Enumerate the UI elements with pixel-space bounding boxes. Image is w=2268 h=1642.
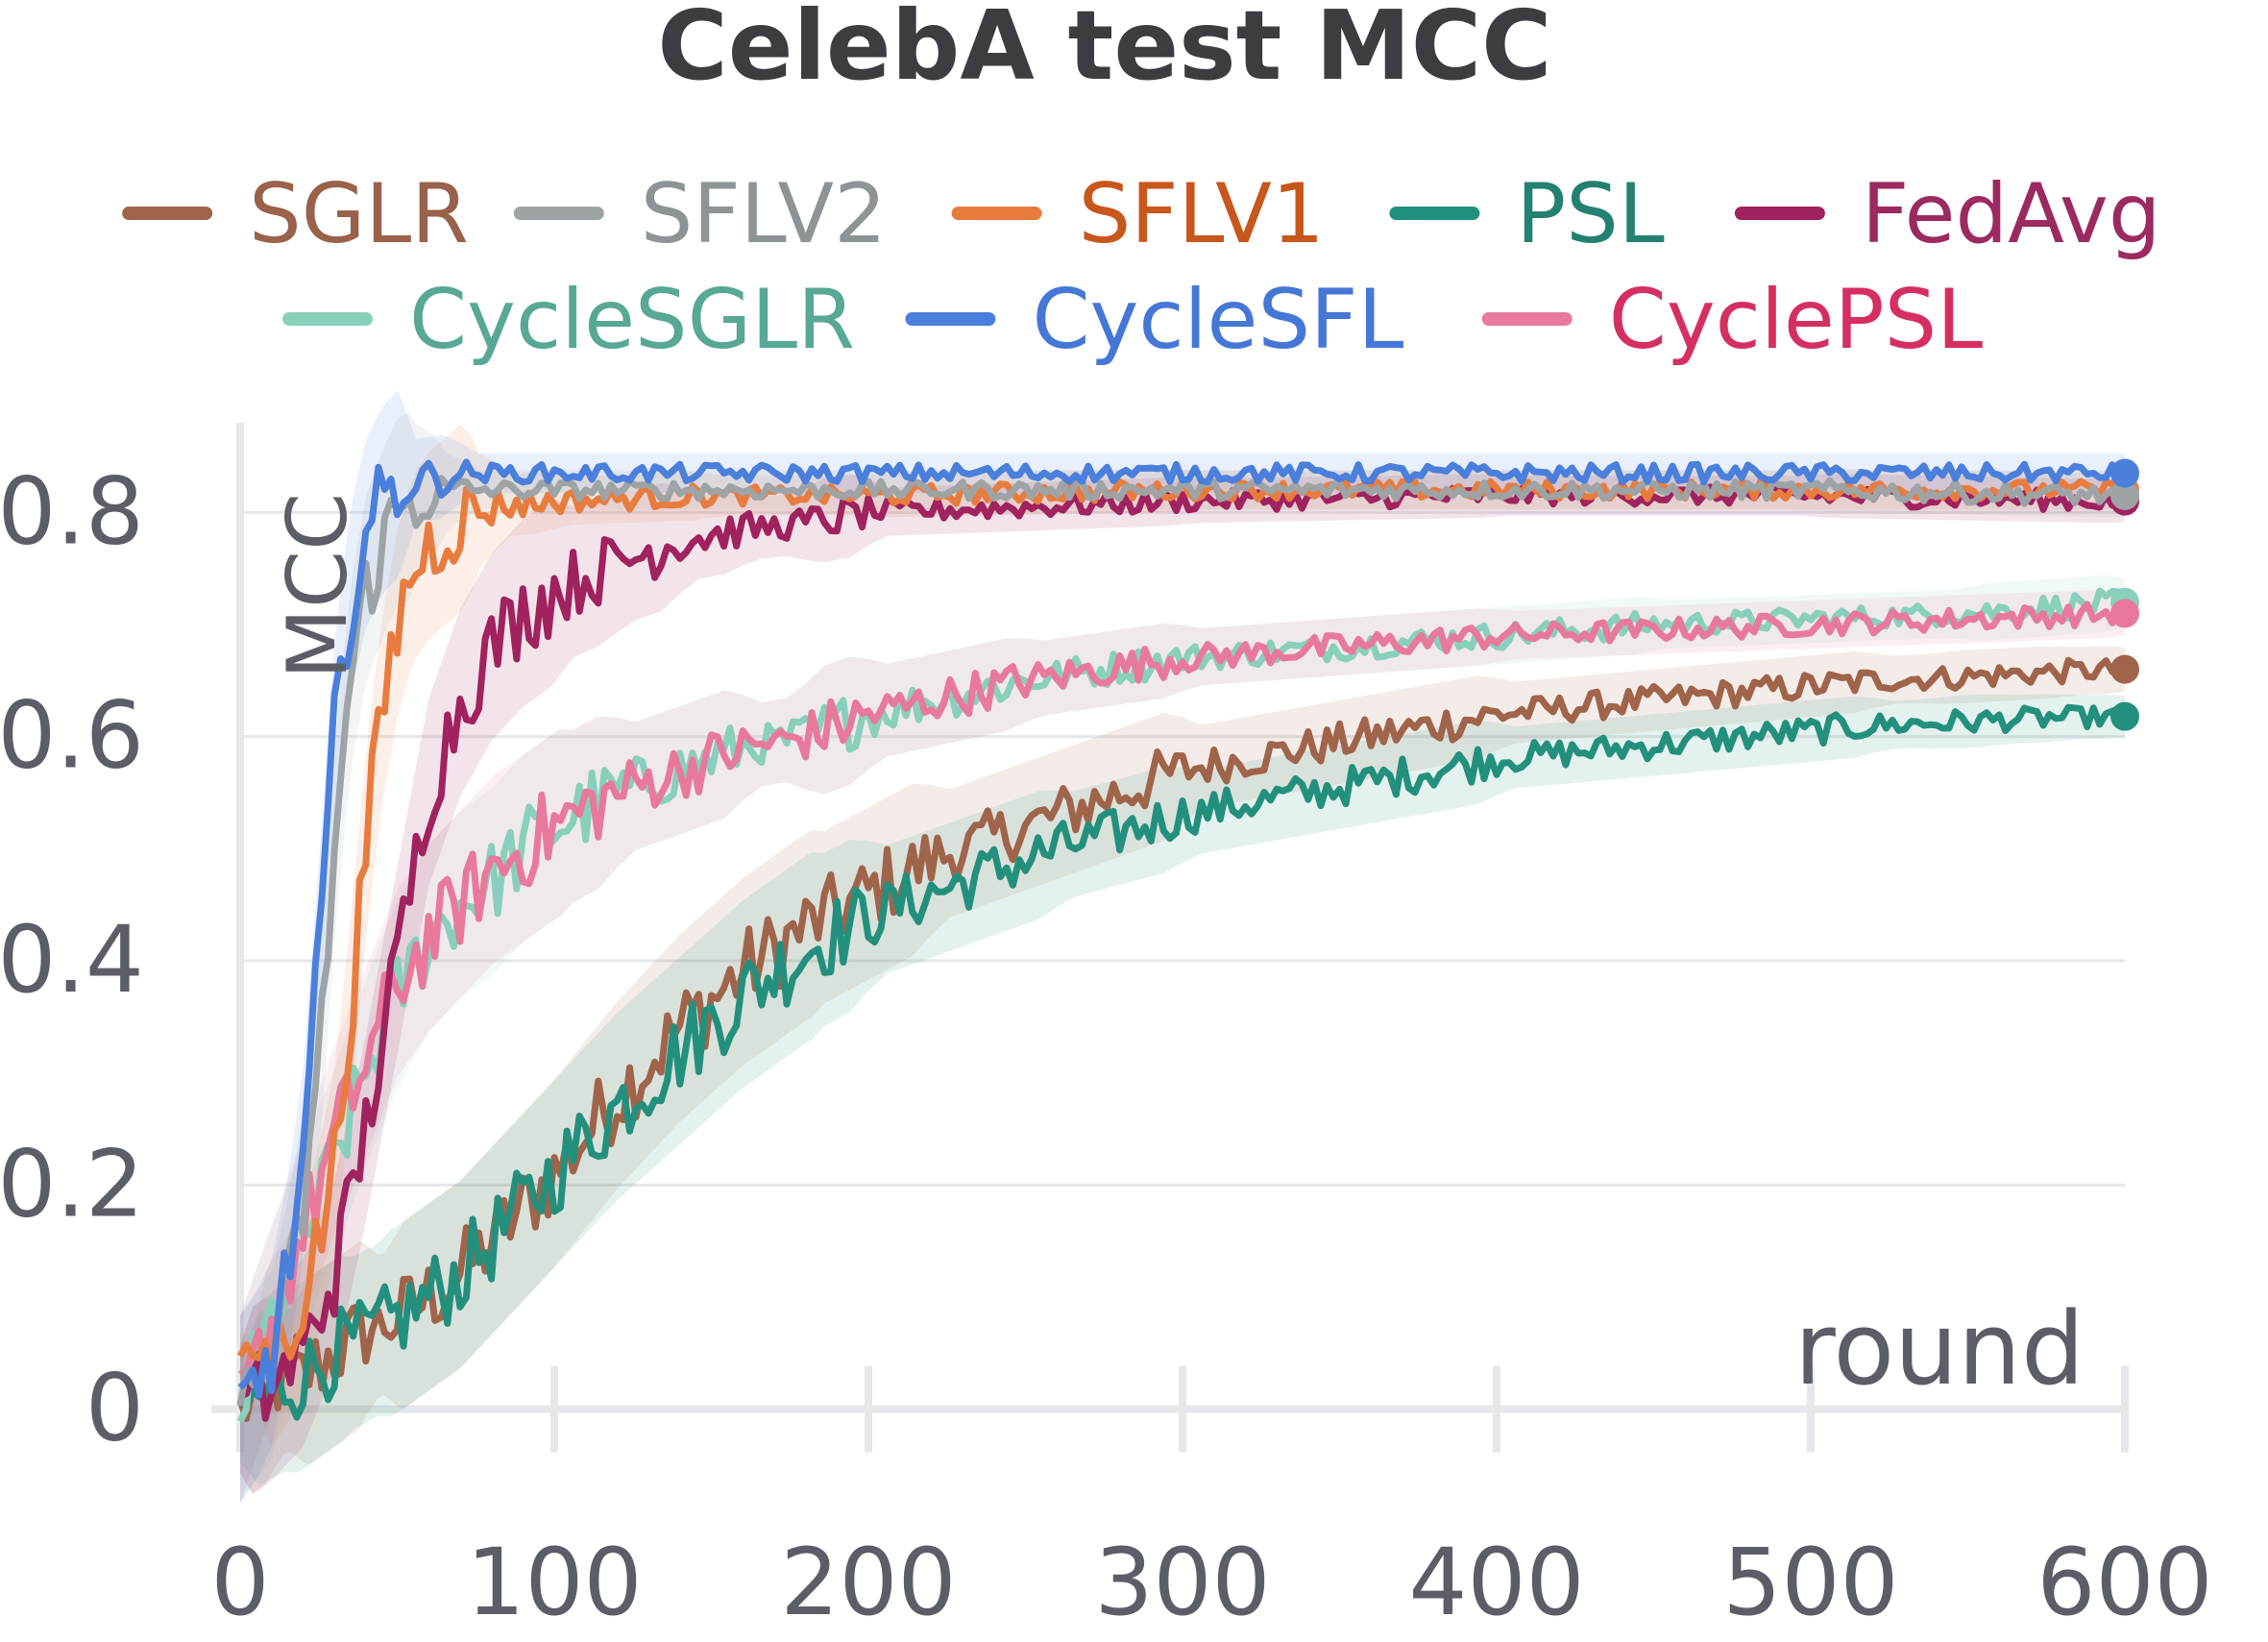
series-endpoint-SFLV2[interactable] — [2110, 480, 2139, 510]
legend-label: CyclePSL — [1609, 272, 1983, 368]
y-tick-label: 0 — [85, 1355, 144, 1462]
legend-item-SGLR[interactable]: SGLR — [122, 166, 469, 262]
legend-item-CyclePSL[interactable]: CyclePSL — [1481, 272, 1983, 368]
y-tick-label: 0.2 — [0, 1130, 144, 1238]
series-band-CyclePSL — [240, 589, 2125, 1504]
series-line-PSL[interactable] — [237, 703, 2127, 1421]
legend-label: CycleSGLR — [409, 272, 855, 368]
legend-label: PSL — [1516, 166, 1664, 262]
series-lines — [236, 458, 2139, 1424]
x-tick-label: 400 — [1408, 1529, 1584, 1636]
legend-label: CycleSFL — [1032, 272, 1403, 368]
y-tick-label: 0.8 — [0, 457, 144, 565]
series-endpoint-CyclePSL[interactable] — [2110, 599, 2139, 628]
x-tick-label: 600 — [2036, 1529, 2212, 1636]
series-band-CycleSFL — [240, 390, 2125, 1504]
x-tick-label: 0 — [210, 1529, 269, 1636]
series-endpoint-PSL[interactable] — [2110, 701, 2139, 731]
legend: SGLR SFLV2 SFLV1 PSL FedAvg CycleSGLR CycleSFL… — [122, 166, 2161, 368]
y-tick-label: 0.6 — [0, 682, 144, 790]
series-endpoint-SGLR[interactable] — [2110, 654, 2139, 684]
y-axis-label: MCC — [270, 493, 366, 679]
series-line-CycleSFL[interactable] — [237, 458, 2128, 1399]
x-tick-label: 300 — [1094, 1529, 1270, 1636]
x-axis-label: round — [1794, 1290, 2085, 1408]
legend-item-PSL[interactable]: PSL — [1389, 166, 1665, 262]
series-line-SGLR[interactable] — [236, 656, 2128, 1423]
series-endpoint-CycleSFL[interactable] — [2110, 458, 2139, 488]
legend-label: FedAvg — [1862, 166, 2161, 262]
y-tick-label: 0.4 — [0, 906, 144, 1014]
legend-label: SFLV2 — [641, 166, 887, 262]
series-line-CyclePSL[interactable] — [238, 600, 2129, 1379]
legend-item-SFLV2[interactable]: SFLV2 — [513, 166, 887, 262]
legend-item-FedAvg[interactable]: FedAvg — [1734, 166, 2161, 262]
chart-title: CelebA test MCC — [657, 0, 1551, 102]
legend-item-CycleSGLR[interactable]: CycleSGLR — [282, 272, 855, 368]
x-tick-label: 100 — [466, 1529, 642, 1636]
legend-label: SGLR — [249, 166, 469, 262]
series-band-SFLV2 — [240, 411, 2125, 1504]
legend-label: SFLV1 — [1079, 166, 1325, 262]
x-tick-label: 500 — [1722, 1529, 1898, 1636]
series-band-CycleSGLR — [240, 575, 2125, 1504]
x-tick-label: 200 — [780, 1529, 956, 1636]
legend-item-CycleSFL[interactable]: CycleSFL — [905, 272, 1404, 368]
legend-item-SFLV1[interactable]: SFLV1 — [951, 166, 1325, 262]
series-band-PSL — [240, 694, 2125, 1485]
axes: 0 0.2 0.4 0.6 0.8 0 100 200 300 400 500 600 — [0, 423, 2213, 1636]
